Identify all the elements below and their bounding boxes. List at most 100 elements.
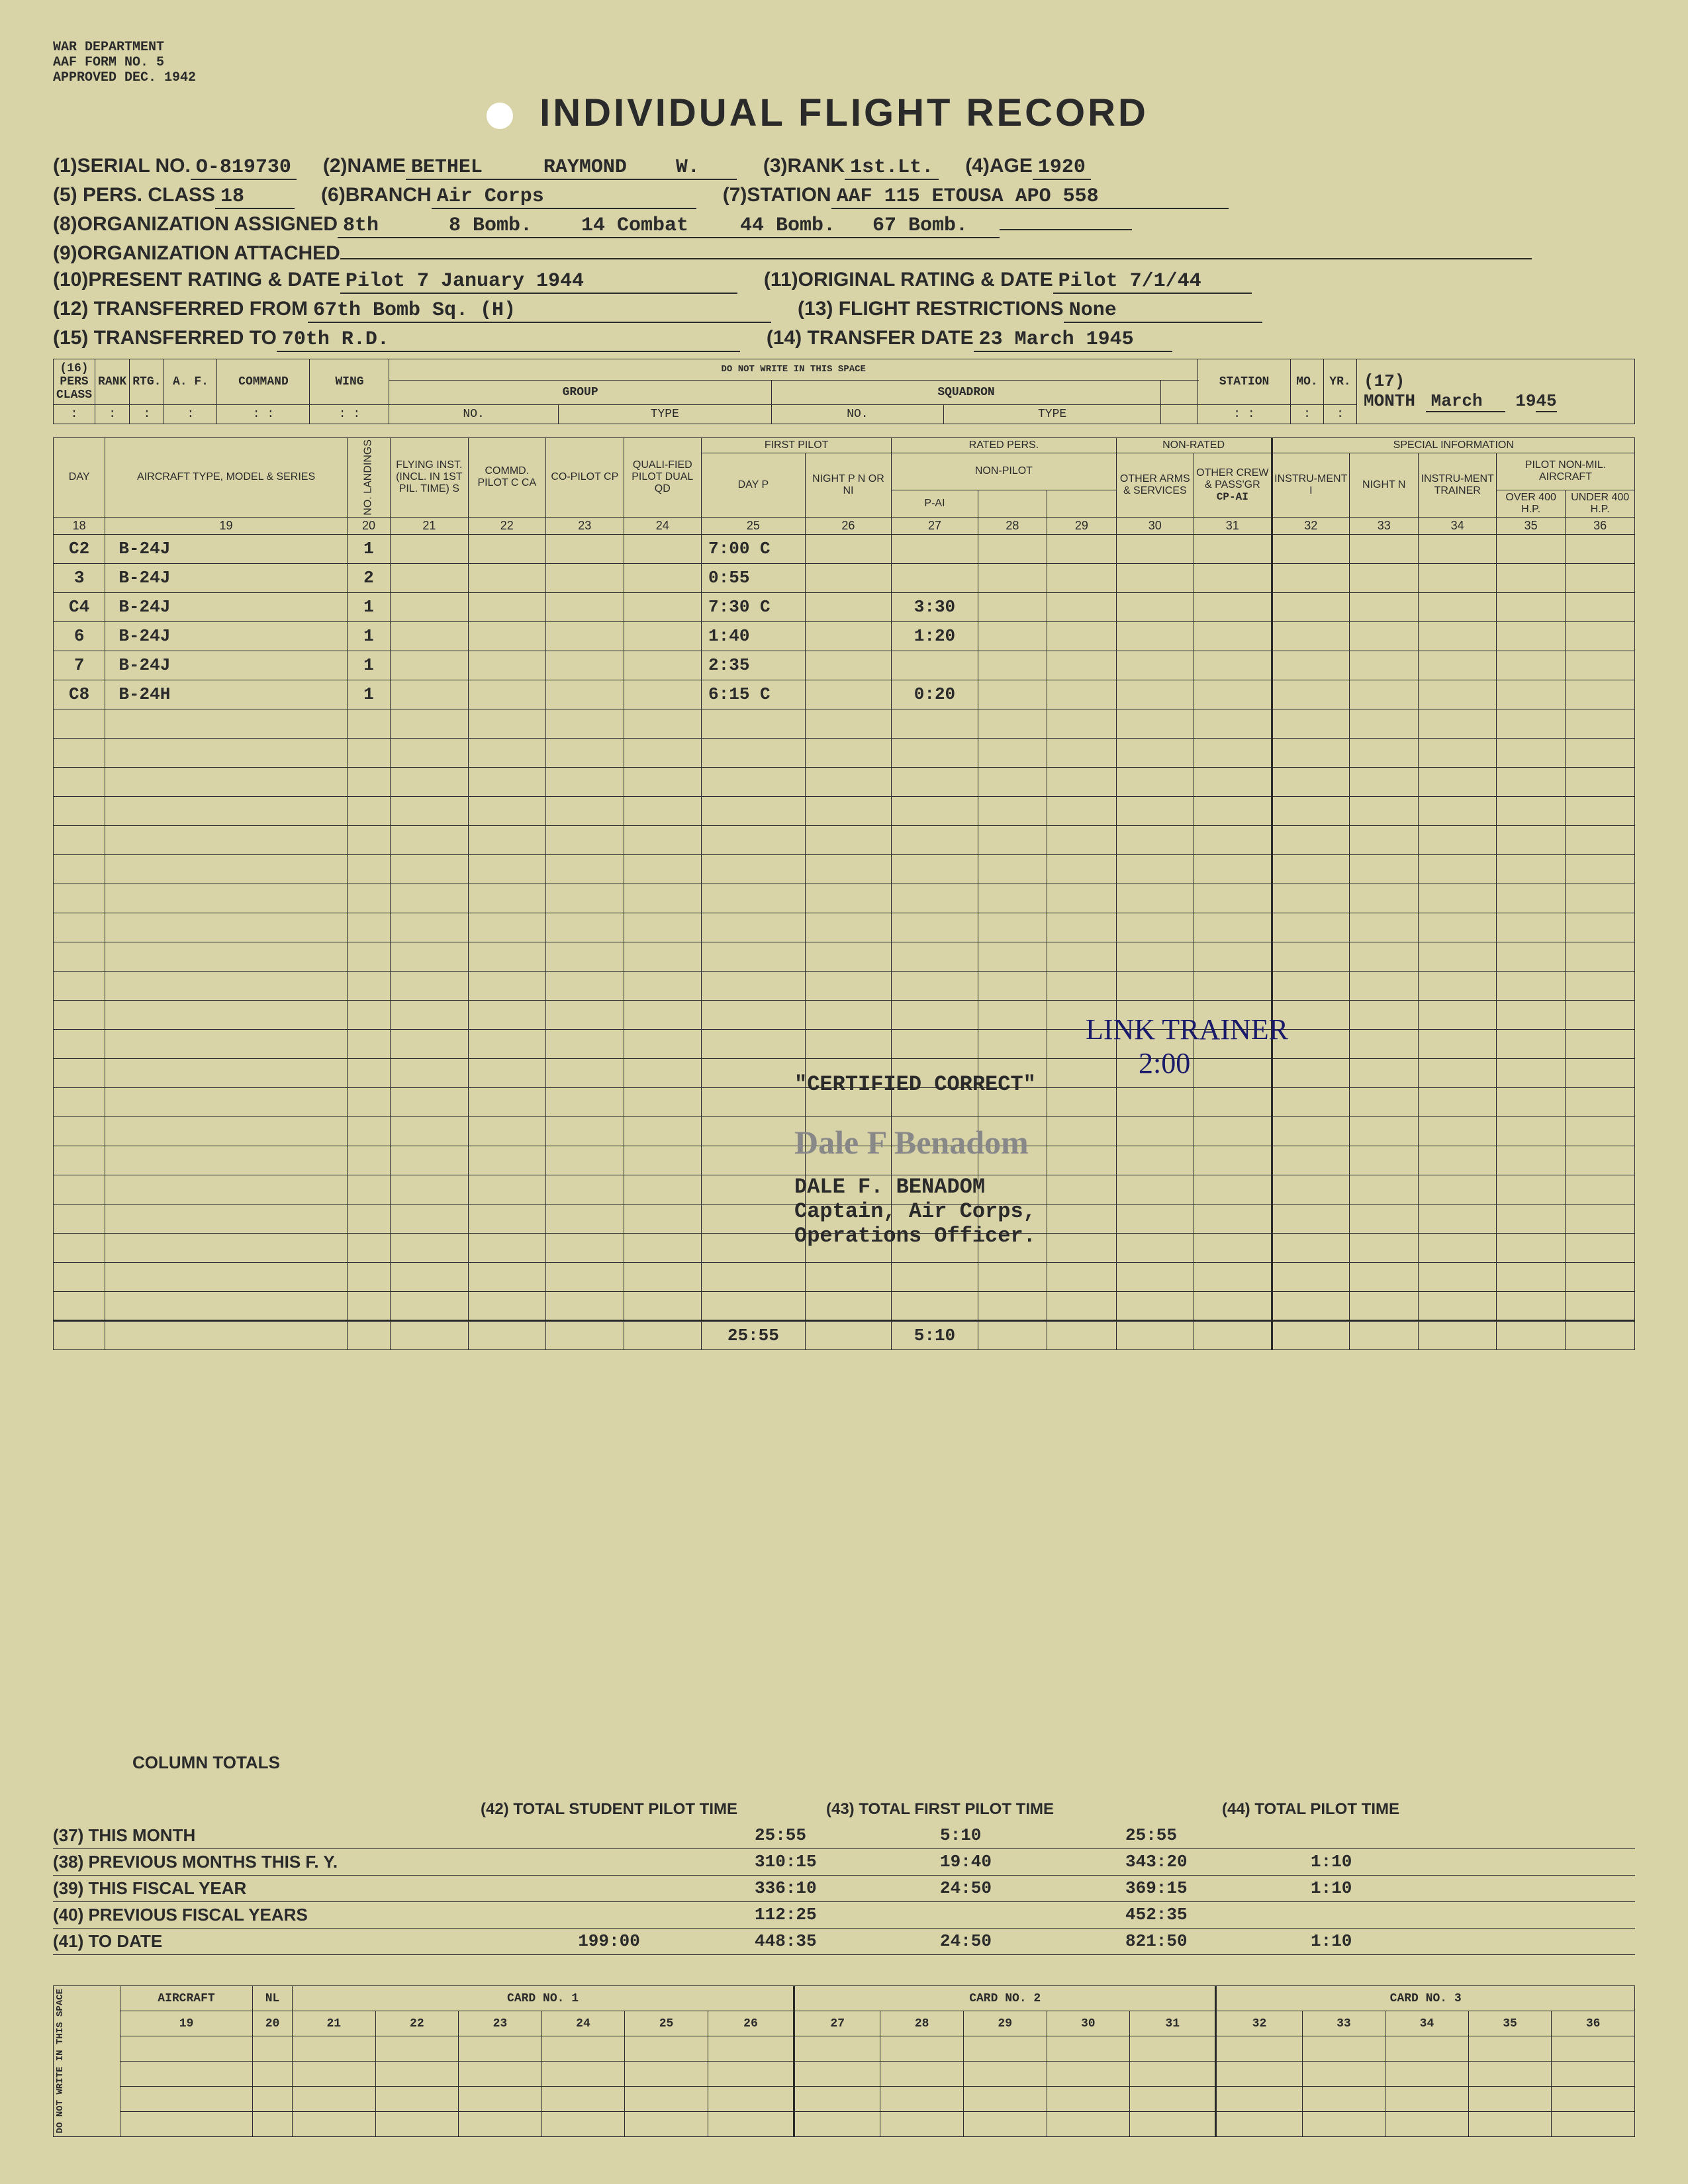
- col-num: 31: [1194, 517, 1272, 534]
- totals-row: (37) THIS MONTH25:555:1025:55: [53, 1823, 1635, 1849]
- f7-value: AAF 115 ETOUSA APO 558: [831, 185, 1229, 209]
- card-col-num: 21: [293, 2011, 376, 2036]
- th-flyinst: FLYING INST. (INCL. IN 1ST PIL. TIME) S: [391, 438, 468, 518]
- f3-label: (3)RANK: [763, 155, 845, 177]
- table-row: 6B-24J11:40 1:20: [54, 621, 1635, 651]
- f11-value: Pilot 7/1/44: [1053, 270, 1252, 294]
- table-row: C8B-24H16:15 C0:20: [54, 680, 1635, 709]
- table-row: [54, 1029, 1635, 1058]
- card-th-1: CARD NO. 1: [293, 1986, 794, 2011]
- card-empty-row: [54, 2062, 1635, 2087]
- col-num: 23: [546, 517, 624, 534]
- col-num: 33: [1350, 517, 1419, 534]
- th-cpai: CP-AI: [1217, 491, 1248, 503]
- col-num: 22: [468, 517, 545, 534]
- f8-label: (8)ORGANIZATION ASSIGNED: [53, 213, 338, 236]
- col-num: 19: [105, 517, 348, 534]
- card-col-num: 35: [1468, 2011, 1552, 2036]
- col-num: 29: [1047, 517, 1116, 534]
- th-aircraft: AIRCRAFT TYPE, MODEL & SERIES: [105, 438, 348, 518]
- card-th-3: CARD NO. 3: [1216, 1986, 1635, 2011]
- card-th-nl: NL: [253, 1986, 293, 2011]
- table-row: [54, 709, 1635, 738]
- s16-grouptype: TYPE: [558, 405, 771, 424]
- signature-icon: Dale F Benadom: [794, 1123, 1036, 1161]
- card-col-num: 23: [459, 2011, 542, 2036]
- table-row: 3B-24J20:55: [54, 563, 1635, 592]
- th-nonrated: NON-RATED: [1116, 438, 1272, 453]
- col-num: 21: [391, 517, 468, 534]
- f11-label: (11)ORIGINAL RATING & DATE: [764, 269, 1053, 291]
- f9-value: [340, 258, 1532, 259]
- s16-wing: WING: [310, 359, 389, 405]
- cert-name: DALE F. BENADOM: [794, 1175, 1036, 1199]
- col-num: 18: [54, 517, 105, 534]
- col-num: 28: [978, 517, 1047, 534]
- totals-rows: (37) THIS MONTH25:555:1025:55(38) PREVIO…: [53, 1823, 1635, 1955]
- handnote-l1: LINK TRAINER: [1086, 1013, 1288, 1046]
- certification-block: "CERTIFIED CORRECT" Dale F Benadom DALE …: [794, 1072, 1036, 1248]
- f10-value: Pilot 7 January 1944: [340, 270, 737, 294]
- f8-det: [1000, 229, 1132, 230]
- form-header-l2: AAF FORM NO. 5: [53, 55, 1635, 70]
- handnote-l2: 2:00: [1139, 1046, 1288, 1080]
- col-num: 35: [1496, 517, 1565, 534]
- card-empty-row: [54, 2036, 1635, 2062]
- f2-middle: W.: [671, 156, 737, 180]
- table-row: [54, 1000, 1635, 1029]
- handwritten-note: LINK TRAINER 2:00: [1086, 1013, 1288, 1080]
- card-col-num: 33: [1302, 2011, 1385, 2036]
- f8-cmd: 8 Bomb.: [444, 214, 576, 238]
- table-row: [54, 767, 1635, 796]
- card-col-num: 29: [963, 2011, 1047, 2036]
- table-row: [54, 971, 1635, 1000]
- s16-rtg: RTG.: [130, 359, 164, 405]
- s16-month: MONTH: [1364, 391, 1415, 411]
- th-nonpilot: NON-PILOT: [892, 453, 1116, 490]
- f2-first: RAYMOND: [538, 156, 671, 180]
- totals-section: (42) TOTAL STUDENT PILOT TIME (43) TOTAL…: [53, 1800, 1635, 1955]
- form-header-l3: APPROVED DEC. 1942: [53, 70, 1635, 85]
- f12-value: 67th Bomb Sq. (H): [308, 299, 771, 323]
- f5-value: 18: [215, 185, 295, 209]
- col-num: 34: [1419, 517, 1496, 534]
- table-row: C4B-24J17:30 C3:30: [54, 592, 1635, 621]
- table-row: [54, 942, 1635, 971]
- table-row: [54, 1262, 1635, 1291]
- f17-month: March: [1426, 391, 1505, 412]
- row-4: (9)ORGANIZATION ATTACHED: [53, 242, 1635, 265]
- f8-wing: 14 Combat: [576, 214, 735, 238]
- f8-af: 8th: [338, 214, 444, 238]
- th-under400: UNDER 400 H.P.: [1566, 490, 1635, 517]
- f2-last: BETHEL: [406, 156, 538, 180]
- card-empty-row: [54, 2112, 1635, 2137]
- s16-yr: YR.: [1324, 359, 1357, 405]
- f15-value: 70th R.D.: [277, 328, 740, 352]
- f2-label: (2)NAME: [323, 155, 406, 177]
- table-row: [54, 913, 1635, 942]
- f14-value: 23 March 1945: [974, 328, 1172, 352]
- f3-value: 1st.Lt.: [845, 156, 939, 180]
- cert-title: "CERTIFIED CORRECT": [794, 1072, 1036, 1097]
- card-col-num: 28: [880, 2011, 964, 2036]
- card-col-num: 34: [1385, 2011, 1469, 2036]
- s16-station: STATION: [1198, 359, 1291, 405]
- f1-label: (1)SERIAL NO.: [53, 155, 191, 177]
- f4-label: (4)AGE: [965, 155, 1033, 177]
- th-qualpilot: QUALI-FIED PILOT DUAL QD: [624, 438, 701, 518]
- col-num: 30: [1116, 517, 1194, 534]
- col-num: 36: [1566, 517, 1635, 534]
- th-insttrainer: INSTRU-MENT TRAINER: [1419, 453, 1496, 518]
- section-16-table: (16)PERS CLASS RANK RTG. A. F. COMMAND W…: [53, 359, 1635, 424]
- th44: (44) TOTAL PILOT TIME: [1125, 1800, 1496, 1819]
- row-1: (1)SERIAL NO.O-819730 (2)NAME BETHEL RAY…: [53, 155, 1635, 180]
- totals-row: (38) PREVIOUS MONTHS THIS F. Y.310:1519:…: [53, 1849, 1635, 1876]
- th-commdpilot: COMMD. PILOT C CA: [468, 438, 545, 518]
- th-fpday: DAY P: [702, 453, 806, 518]
- punch-hole-icon: [487, 103, 513, 129]
- f6-label: (6)BRANCH: [321, 184, 432, 206]
- card-col-num: 31: [1130, 2011, 1216, 2036]
- card-th-2: CARD NO. 2: [794, 1986, 1216, 2011]
- table-row: C2B-24J17:00 C: [54, 534, 1635, 563]
- th-othercrew: OTHER CREW & PASS'GR: [1196, 467, 1268, 490]
